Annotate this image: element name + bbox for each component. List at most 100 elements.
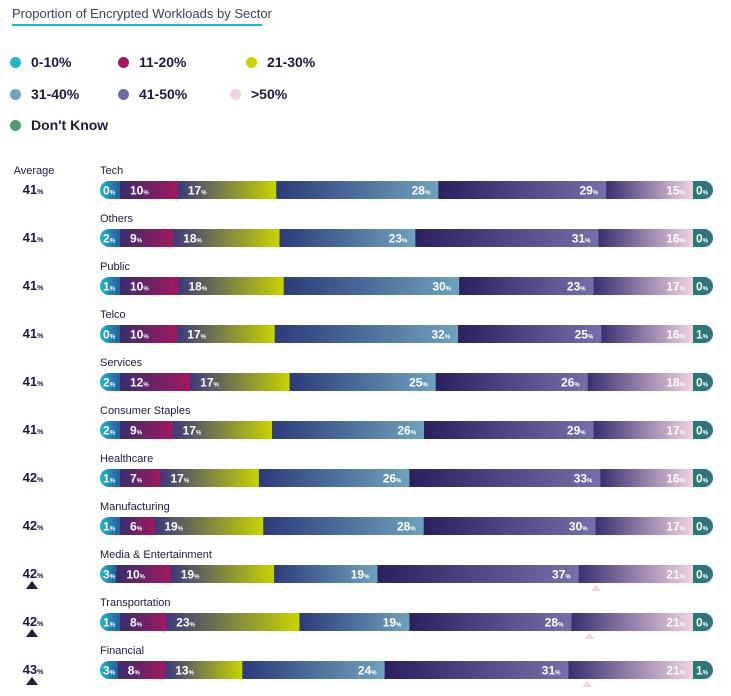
average-unit: % [37, 525, 44, 532]
legend-item: >50% [230, 86, 287, 102]
bar-value-unit: % [201, 335, 207, 341]
bar-value-unit: % [110, 575, 116, 581]
bar-value-unit: % [703, 383, 709, 389]
average-unit: % [37, 477, 44, 484]
bar-value-unit: % [364, 575, 370, 581]
bar-segment [165, 661, 243, 679]
bar-value-unit: % [396, 479, 402, 485]
bar-value-unit: % [703, 479, 709, 485]
bar-value-unit: % [680, 335, 686, 341]
bar-segment [120, 277, 179, 295]
category-label: Media & Entertainment [100, 549, 212, 561]
bar-row: 0% 10% 17% 32% 25% 16% 1% [100, 325, 713, 343]
legend-item: 41-50% [118, 86, 187, 102]
bar-value-unit: % [588, 335, 594, 341]
bar-segment [693, 613, 713, 631]
bar-value-unit: % [190, 623, 196, 629]
bar-segment [100, 565, 117, 583]
category-label: Others [100, 213, 134, 225]
bar-value-unit: % [110, 383, 116, 389]
legend-swatch [10, 89, 21, 100]
average-unit: % [37, 333, 44, 340]
rising-marker-icon [26, 581, 38, 589]
category-label: Financial [100, 645, 144, 657]
bar-segment [435, 373, 589, 391]
bar-value-unit: % [110, 287, 116, 293]
legend-label: 11-20% [139, 54, 187, 70]
bar-segment [120, 373, 191, 391]
bar-segment [593, 277, 694, 295]
bar-segment [409, 613, 572, 631]
bar-value-unit: % [703, 671, 709, 677]
category-label: Telco [100, 309, 126, 321]
bar-segment [100, 325, 121, 343]
bar-segment [593, 421, 694, 439]
bar-segment [693, 661, 713, 679]
bar-value-unit: % [396, 623, 402, 629]
bar-value-unit: % [582, 527, 588, 533]
bar-value-unit: % [680, 287, 686, 293]
bar-value-unit: % [143, 383, 149, 389]
legend-swatch [230, 89, 241, 100]
bar-segment [170, 565, 275, 583]
bar-value-unit: % [703, 527, 709, 533]
bar-segment [100, 661, 119, 679]
average-value: 42% [23, 566, 44, 581]
bar-segment [693, 277, 713, 295]
bar-row: 1% 7% 17% 26% 33% 16% 0% [100, 469, 713, 487]
bar-value-unit: % [202, 287, 208, 293]
bar-segment [120, 229, 174, 247]
bar-segment [693, 229, 713, 247]
bar-value-unit: % [703, 287, 709, 293]
bar-segment [276, 181, 439, 199]
legend-swatch [118, 57, 129, 68]
legend-item: 0-10% [10, 54, 71, 70]
average-unit: % [37, 573, 44, 580]
legend-item: 21-30% [246, 54, 315, 70]
bar-value-unit: % [574, 383, 580, 389]
bar-value-unit: % [680, 527, 686, 533]
bar-segment [289, 373, 437, 391]
legend-label: Don't Know [31, 117, 109, 133]
bar-value-unit: % [110, 431, 116, 437]
bar-row: 2% 12% 17% 25% 26% 18% 0% [100, 373, 713, 391]
bar-value-unit: % [680, 575, 686, 581]
bar-segment [120, 613, 167, 631]
bar-segment [693, 325, 713, 343]
bar-value-unit: % [703, 431, 709, 437]
bar-value-unit: % [143, 335, 149, 341]
bar-segment [600, 469, 694, 487]
bar-value-unit: % [680, 191, 686, 197]
bar-value-unit: % [110, 239, 116, 245]
bar-value-unit: % [189, 671, 195, 677]
pink-marker-icon [584, 633, 595, 639]
legend-label: 31-40% [31, 86, 80, 102]
bar-value-unit: % [587, 479, 593, 485]
bar-segment [120, 517, 155, 535]
category-label: Healthcare [100, 453, 153, 465]
bar-segment [173, 229, 280, 247]
average-unit: % [37, 237, 44, 244]
bar-value-unit: % [446, 287, 452, 293]
bar-value-unit: % [110, 527, 116, 533]
bar-segment [178, 277, 285, 295]
average-header: Average [14, 165, 55, 177]
bar-segment [377, 565, 580, 583]
average-unit: % [37, 189, 44, 196]
bar-value-unit: % [197, 239, 203, 245]
bar-segment [598, 229, 694, 247]
bar-value-unit: % [137, 623, 143, 629]
bar-value-unit: % [411, 431, 417, 437]
bar-value-unit: % [703, 335, 709, 341]
bar-value-unit: % [425, 191, 431, 197]
bar-value-unit: % [371, 671, 377, 677]
average-value: 41% [23, 422, 44, 437]
bar-segment [693, 181, 713, 199]
bar-value-unit: % [703, 623, 709, 629]
bar-segment [601, 325, 694, 343]
bar-value-unit: % [422, 383, 428, 389]
bar-segment [693, 421, 713, 439]
bar-segment [424, 421, 595, 439]
bar-row: 1% 6% 19% 28% 30% 17% 0% [100, 517, 713, 535]
bar-value-unit: % [137, 239, 143, 245]
